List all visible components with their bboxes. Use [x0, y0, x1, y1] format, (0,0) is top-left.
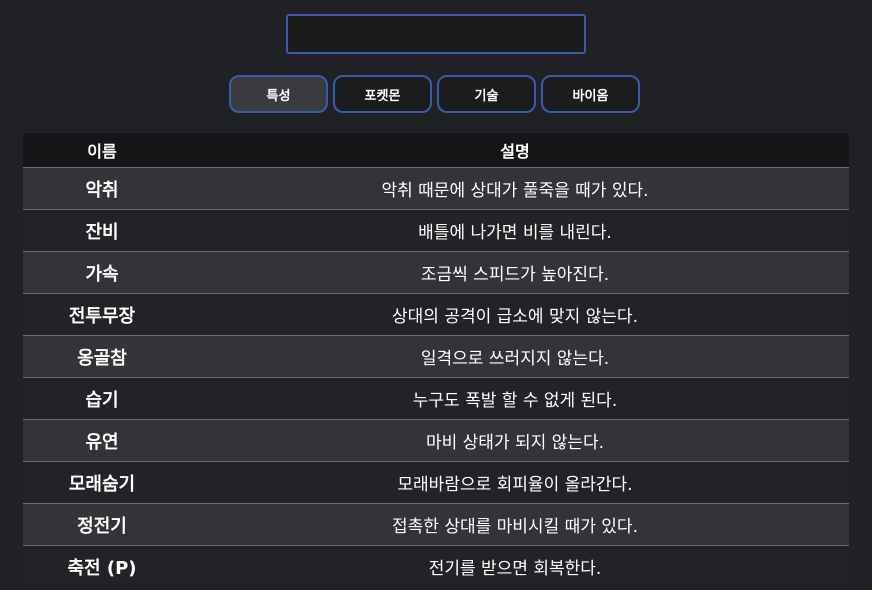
table-row[interactable]: 모래숨기 모래바람으로 회피율이 올라간다.: [23, 461, 849, 504]
table-header-row: 이름 설명: [23, 133, 849, 168]
tab-abilities[interactable]: 특성: [229, 75, 328, 113]
ability-description: 전기를 받으면 회복한다.: [181, 545, 849, 587]
ability-description: 모래바람으로 회피율이 올라간다.: [181, 461, 849, 504]
ability-name: 잔비: [23, 209, 181, 252]
table-row[interactable]: 악취 악취 때문에 상대가 풀죽을 때가 있다.: [23, 167, 849, 210]
table-row[interactable]: 전투무장 상대의 공격이 급소에 맞지 않는다.: [23, 293, 849, 336]
table-row[interactable]: 잔비 배틀에 나가면 비를 내린다.: [23, 209, 849, 252]
ability-description: 일격으로 쓰러지지 않는다.: [181, 335, 849, 378]
ability-description: 상대의 공격이 급소에 맞지 않는다.: [181, 293, 849, 336]
ability-name: 정전기: [23, 503, 181, 546]
ability-description: 접촉한 상대를 마비시킬 때가 있다.: [181, 503, 849, 546]
category-tabs: 특성 포켓몬 기술 바이옴: [229, 75, 640, 113]
tab-moves[interactable]: 기술: [437, 75, 536, 113]
ability-description: 배틀에 나가면 비를 내린다.: [181, 209, 849, 252]
search-input[interactable]: [286, 14, 586, 54]
ability-name: 축전 (P): [23, 545, 181, 587]
tab-pokemon[interactable]: 포켓몬: [333, 75, 432, 113]
ability-description: 악취 때문에 상대가 풀죽을 때가 있다.: [181, 167, 849, 210]
ability-name: 모래숨기: [23, 461, 181, 504]
ability-description: 마비 상태가 되지 않는다.: [181, 419, 849, 462]
table-row[interactable]: 유연 마비 상태가 되지 않는다.: [23, 419, 849, 462]
ability-name: 옹골참: [23, 335, 181, 378]
table-row[interactable]: 축전 (P) 전기를 받으면 회복한다.: [23, 545, 849, 587]
search-area: [286, 14, 586, 54]
table-row[interactable]: 옹골참 일격으로 쓰러지지 않는다.: [23, 335, 849, 378]
column-header-description[interactable]: 설명: [181, 133, 849, 168]
table-row[interactable]: 정전기 접촉한 상대를 마비시킬 때가 있다.: [23, 503, 849, 546]
ability-table-container: 이름 설명 악취 악취 때문에 상대가 풀죽을 때가 있다. 잔비 배틀에 나가…: [23, 133, 849, 587]
table-row[interactable]: 가속 조금씩 스피드가 높아진다.: [23, 251, 849, 294]
tab-biomes[interactable]: 바이옴: [541, 75, 640, 113]
ability-name: 습기: [23, 377, 181, 420]
ability-name: 가속: [23, 251, 181, 294]
ability-name: 악취: [23, 167, 181, 210]
table-row[interactable]: 습기 누구도 폭발 할 수 없게 된다.: [23, 377, 849, 420]
ability-description: 누구도 폭발 할 수 없게 된다.: [181, 377, 849, 420]
column-header-name[interactable]: 이름: [23, 133, 181, 168]
ability-description: 조금씩 스피드가 높아진다.: [181, 251, 849, 294]
ability-name: 유연: [23, 419, 181, 462]
ability-name: 전투무장: [23, 293, 181, 336]
ability-table: 이름 설명 악취 악취 때문에 상대가 풀죽을 때가 있다. 잔비 배틀에 나가…: [23, 133, 849, 587]
